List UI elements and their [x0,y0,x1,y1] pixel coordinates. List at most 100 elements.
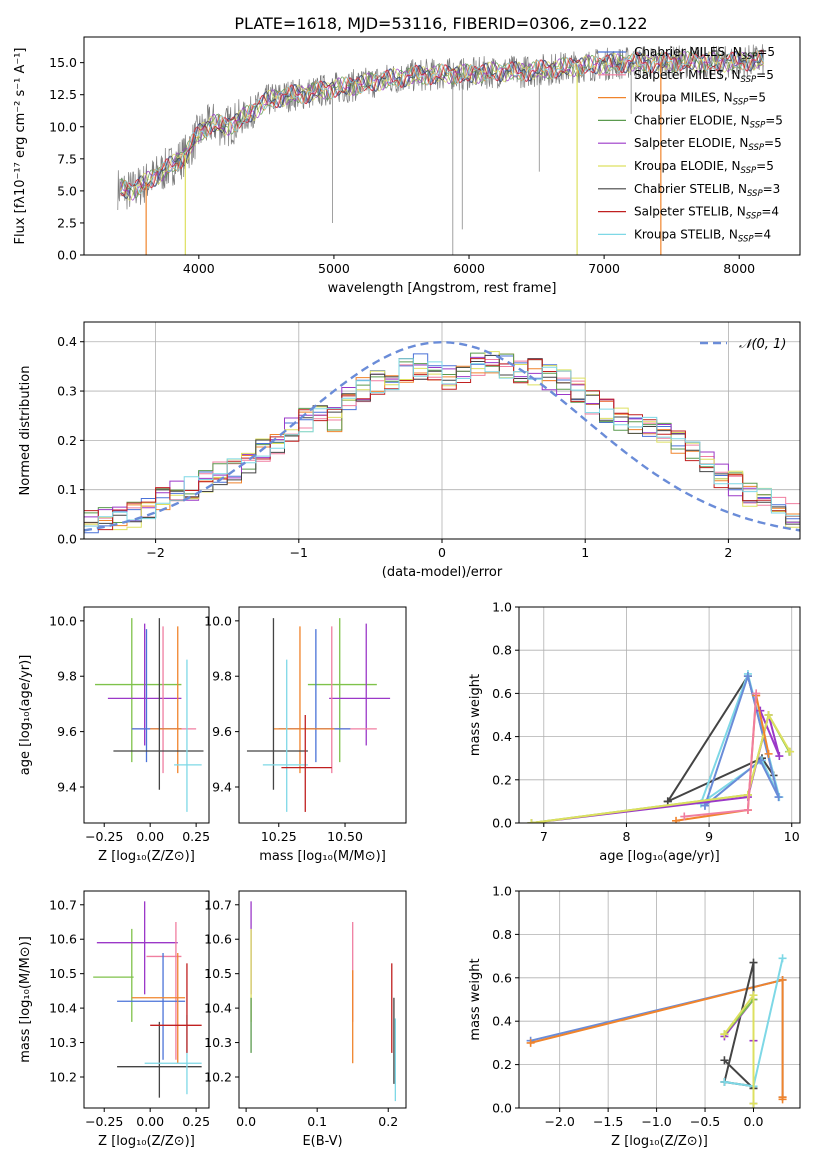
y-tick-label: 9.6 [212,724,232,739]
x-tick-label: −1 [290,545,308,560]
x-tick-label: 0.2 [378,1114,398,1129]
x-axis-label: (data-model)/error [382,565,503,580]
y-tick-label: 9.8 [212,669,232,684]
mass-weight-line [724,958,784,1088]
x-tick-label: 0 [438,545,446,560]
x-axis-label: Z [log₁₀(Z/Z⊙)] [98,1134,195,1149]
mass-weight-marker [663,797,672,806]
x-axis-label: Z [log₁₀(Z/Z⊙)] [98,849,195,864]
legend-subscript: SSP [747,189,763,199]
legend-text: Salpeter MILES, N [634,68,741,82]
x-axis-label: wavelength [Angstrom, rest frame] [328,281,557,296]
x-tick-label: 7 [540,829,548,844]
x-tick-label: 8000 [723,261,755,276]
y-tick-label: 10.4 [204,1001,232,1016]
legend-text: Kroupa ELODIE, N [634,159,741,173]
panel-spectrum: 4000 5000 6000 7000 8000 0.0 2.5 5.0 7.5 10.0 12.5… [13,36,801,296]
model-spectrum [120,50,764,199]
legend-text: =5 [764,136,782,150]
y-tick-label: 0.4 [492,729,512,744]
axes-frame [518,890,801,1109]
mass-weight-marker [743,806,752,815]
x-tick-label: 2 [724,545,732,560]
normal-reference-curve [84,340,800,532]
x-axis-label: mass [log₁₀(M/M⊙)] [259,849,386,864]
spectrum-title: PLATE=1618, MJD=53116, FIBERID=0306, z=0… [234,14,647,33]
model-spectrum [120,51,764,201]
x-tick-label: −2.0 [545,1114,575,1129]
mass-weight-marker [778,954,787,963]
panel-mass-vs-EBV: 0.0 0.1 0.2 10.2 10.3 10.4 10.5 10.6 10.7 E(B-V) [204,890,407,1149]
legend-text: =5 [756,159,774,173]
legend-text: =5 [765,113,783,127]
error-bars [250,901,396,1102]
x-tick-label: 0.00 [136,1114,164,1129]
y-tick-label: 0.8 [492,643,512,658]
x-axis-label: age [log₁₀(age/yr)] [599,849,720,864]
panel-mass-vs-Z: −0.25 0.00 0.25 10.2 10.3 10.4 10.5 10.6 10.7 Z [… [18,890,210,1149]
legend-text: Salpeter STELIB, N [634,205,746,219]
y-tick-label: 10.7 [204,897,232,912]
x-tick-label: 0.00 [136,829,164,844]
mass-weight-marker [672,816,681,823]
mass-weight-marker [778,1095,787,1104]
x-tick-label: 0.0 [744,1114,764,1129]
panel-mass-weight-vs-Z: −2.0 −1.5 −1.0 −0.5 0.0 0.0 0.2 0.4 0.6 0.8 1.0 Z [… [468,884,801,1149]
mass-weight-marker [743,672,752,681]
legend-label: Salpeter ELODIE, NSSP=5 [634,136,782,153]
spectrum-curves [117,44,764,255]
y-tick-label: 1.0 [492,600,512,615]
legend-text: Chabrier ELODIE, N [634,113,750,127]
chart-layer: 4000 5000 6000 7000 80000.02.55.07.510.012.5… [13,36,801,1149]
y-tick-label: 7.5 [57,151,77,166]
mass-weight-marker [749,1099,758,1108]
axes-frame [83,321,801,540]
y-axis-label: mass weight [468,674,483,756]
y-tick-label: 0.6 [492,686,512,701]
legend-text: Salpeter ELODIE, N [634,136,748,150]
y-tick-label: 10.4 [49,1001,77,1016]
legend-label: Kroupa STELIB, NSSP=4 [634,227,771,244]
y-tick-label: 1.0 [492,884,512,899]
y-tick-label: 0.2 [57,433,77,448]
x-tick-label: 0.25 [182,1114,210,1129]
mass-weight-marker [764,711,773,719]
mass-weight-marker [786,747,795,756]
y-tick-label: 10.7 [49,897,77,912]
weight-lines [526,954,787,1108]
legend-label: Chabrier ELODIE, NSSP=5 [634,113,783,130]
error-bars [95,618,204,812]
y-tick-label: 0.2 [492,1057,512,1072]
y-tick-label: 0.0 [57,532,77,547]
y-tick-label: 10.0 [49,119,77,134]
y-tick-label: 10.3 [49,1035,77,1050]
model-spectrum [120,50,764,194]
mass-weight-marker [764,749,773,758]
model-spectrum [120,51,764,199]
mass-weight-line [723,992,755,1104]
x-tick-label: 5000 [318,261,350,276]
x-tick-label: 7000 [588,261,620,276]
y-tick-label: 5.0 [57,183,77,198]
x-tick-label: −0.25 [85,1114,123,1129]
mass-weight-marker [720,1056,729,1065]
y-axis-label: Normed distribution [18,366,33,496]
panel-residuals: −2 −1 0 1 2 0.0 0.1 0.2 0.3 0.4 (data-model)/error… [18,321,801,580]
legend-text: =5 [748,91,766,105]
mass-weight-line [531,712,791,823]
legend-subscript: SSP [733,98,749,108]
y-tick-label: 15.0 [49,55,77,70]
legend-text: =3 [763,182,781,196]
y-tick-label: 9.6 [57,724,77,739]
y-tick-label: 2.5 [57,215,77,230]
x-tick-label: 1 [581,545,589,560]
y-tick-label: 10.5 [49,966,77,981]
x-tick-label: 9 [705,829,713,844]
residual-histogram [84,358,800,527]
legend-label: Salpeter STELIB, NSSP=4 [634,205,779,222]
y-axis-label: age [log₁₀(age/yr)] [18,655,33,776]
panel-age-vs-Z: −0.25 0.00 0.25 9.4 9.6 9.8 10.0 Z [log₁₀(Z/Z⊙)… [18,606,210,864]
panel-mass-weight-vs-age: 7 8 9 10 0.0 0.2 0.4 0.6 0.8 1.0 age [log₁₀(age/yr… [468,600,801,864]
legend-label: Kroupa MILES, NSSP=5 [634,91,766,108]
